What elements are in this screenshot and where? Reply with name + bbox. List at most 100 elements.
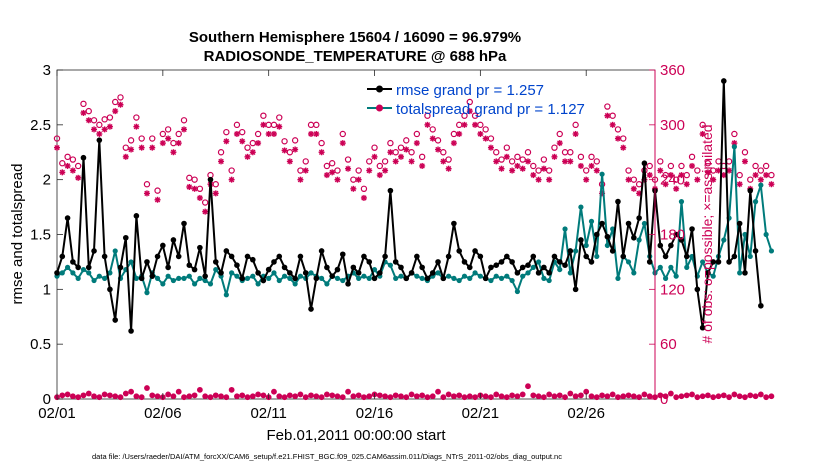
rmse-point (212, 259, 219, 265)
obs-assimilated-marker (218, 158, 225, 165)
obs-possible-marker (323, 162, 331, 170)
obs-possible-marker (270, 121, 278, 129)
obs-possible-marker (434, 137, 442, 144)
obs-possible-marker (736, 171, 743, 179)
obs-low-count-marker (276, 393, 283, 400)
obs-low-count-marker (212, 392, 219, 399)
totalspread-point (170, 277, 177, 284)
obs-low-count-marker (736, 393, 743, 400)
rmse-point (620, 253, 627, 260)
rmse-point (377, 270, 383, 276)
y-tick-label-left: 2 (43, 172, 51, 189)
totalspread-point (244, 275, 251, 281)
rmse-point (197, 244, 203, 251)
legend-totalspread-marker (376, 104, 383, 112)
y-tick-label-left: 1 (43, 281, 51, 298)
rmse-point (657, 242, 664, 249)
obs-possible-marker (408, 149, 415, 156)
obs-possible-marker (101, 116, 108, 123)
obs-low-count-marker (249, 393, 256, 400)
totalspread-point (477, 273, 483, 279)
rmse-point (260, 277, 267, 284)
obs-assimilated-stroke (715, 167, 722, 174)
obs-assimilated-marker (64, 162, 71, 169)
totalspread-point (557, 266, 563, 273)
obs-possible-marker (731, 130, 738, 138)
obs-possible-marker (344, 156, 352, 163)
obs-assimilated-marker (514, 162, 521, 169)
obs-assimilated-marker (212, 190, 219, 197)
obs-low-count-marker (757, 391, 764, 398)
obs-assimilated-marker (667, 172, 674, 179)
obs-assimilated-stroke (551, 154, 558, 160)
obs-assimilated-marker (85, 117, 92, 124)
obs-possible-marker (614, 126, 622, 133)
obs-assimilated-stroke (520, 166, 526, 172)
obs-assimilated-marker (683, 181, 690, 188)
rmse-point (255, 270, 261, 276)
obs-possible-marker (514, 153, 521, 161)
totalspread-point (520, 273, 526, 279)
totalspread-point (461, 273, 468, 279)
obs-possible-marker (59, 160, 66, 167)
rmse-point (662, 253, 669, 260)
obs-low-count-marker (228, 386, 235, 393)
totalspread-point (223, 292, 229, 298)
obs-assimilated-marker (530, 172, 537, 179)
rmse-point (234, 262, 240, 269)
obs-assimilated-stroke (202, 208, 208, 215)
obs-low-count-marker (472, 394, 478, 401)
obs-possible-marker (80, 100, 87, 108)
obs-assimilated-marker (196, 194, 203, 201)
rmse-point (747, 187, 754, 194)
legend-rmse-marker (376, 85, 383, 93)
obs-assimilated-stroke (684, 181, 690, 187)
totalspread-point (768, 248, 775, 254)
obs-assimilated-stroke (530, 172, 536, 178)
rmse-point (175, 253, 182, 260)
totalspread-point (498, 275, 505, 281)
rmse-point (91, 248, 97, 254)
obs-assimilated-stroke (287, 158, 293, 165)
rmse-point (646, 259, 653, 265)
rmse-point (218, 270, 224, 276)
obs-assimilated-marker (461, 121, 468, 128)
obs-assimilated-stroke (75, 175, 81, 181)
obs-low-count-marker (699, 393, 706, 400)
totalspread-point (91, 277, 97, 284)
obs-assimilated-marker (445, 165, 452, 172)
totalspread-point (451, 275, 457, 281)
rmse-point (80, 154, 87, 161)
obs-low-count-marker (122, 390, 129, 397)
totalspread-point (154, 275, 161, 281)
totalspread-point (615, 275, 621, 281)
obs-low-count-marker (488, 394, 494, 401)
obs-low-count-marker (107, 392, 113, 399)
totalspread-point (535, 259, 542, 265)
rmse-point (615, 198, 621, 205)
rmse-point (107, 286, 113, 293)
obs-assimilated-stroke (615, 135, 621, 142)
obs-low-count-marker (329, 392, 336, 399)
obs-assimilated-marker (519, 165, 526, 172)
obs-low-count-marker (429, 393, 436, 400)
obs-assimilated-stroke (493, 158, 499, 165)
obs-assimilated-stroke (123, 154, 129, 160)
totalspread-point (435, 270, 441, 276)
obs-assimilated-stroke (736, 181, 743, 187)
obs-possible-marker (64, 153, 71, 161)
rmse-point (271, 259, 277, 265)
obs-low-count-marker (615, 394, 621, 401)
rmse-point (334, 266, 341, 273)
rmse-point (726, 259, 732, 265)
obs-assimilated-stroke (461, 122, 468, 128)
obs-assimilated-marker (149, 144, 156, 151)
obs-assimilated-stroke (271, 131, 277, 137)
obs-low-count-marker (101, 391, 108, 398)
rmse-point (445, 253, 452, 260)
obs-assimilated-marker (710, 176, 717, 183)
obs-low-count-marker (85, 390, 92, 397)
obs-assimilated-stroke (128, 146, 134, 153)
obs-low-count-marker (398, 393, 404, 400)
